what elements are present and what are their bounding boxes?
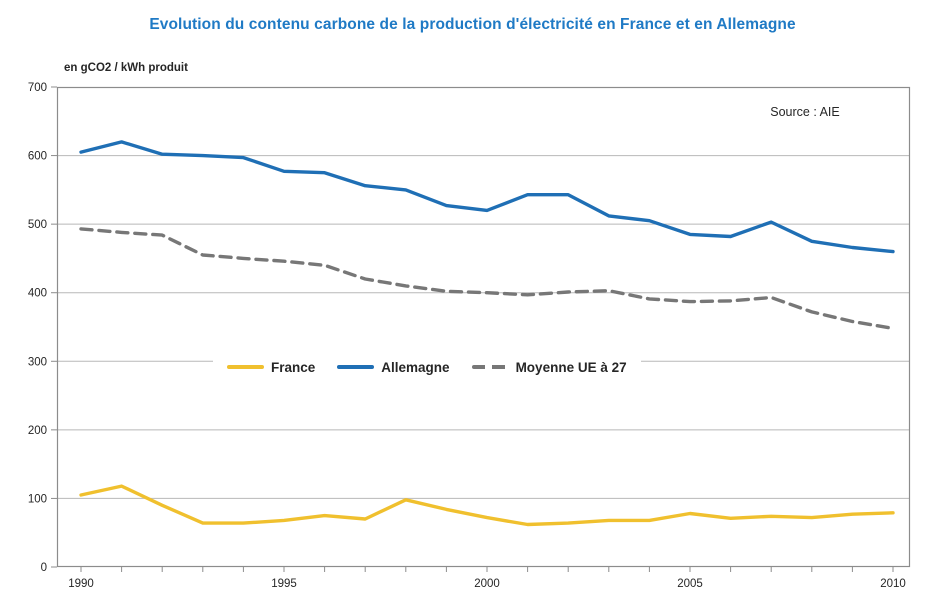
x-tick-label-2010: 2010 xyxy=(880,578,906,590)
source-label: Source : AIE xyxy=(770,105,840,119)
y-tick-label-500: 500 xyxy=(28,219,47,231)
legend-swatch-allemagne xyxy=(337,365,375,369)
x-tick-label-2000: 2000 xyxy=(474,578,500,590)
y-tick-label-600: 600 xyxy=(28,151,47,163)
series-line-france xyxy=(79,484,895,527)
series-line-allemagne xyxy=(79,140,895,254)
plot-border xyxy=(56,86,911,568)
x-tick-label-2005: 2005 xyxy=(677,578,703,590)
legend-item-allemagne: Allemagne xyxy=(337,359,450,375)
chart-title: Evolution du contenu carbone de la produ… xyxy=(149,16,796,33)
legend-label-allemagne: Allemagne xyxy=(381,359,450,375)
legend-item-france: France xyxy=(227,360,315,375)
legend-label-france: France xyxy=(271,359,316,375)
y-tick-label-700: 700 xyxy=(28,82,47,94)
y-tick-label-300: 300 xyxy=(28,356,47,368)
series-line-moyenne-ue-27 xyxy=(79,227,895,331)
legend-label-moyenne-ue-27: Moyenne UE à 27 xyxy=(515,359,627,375)
x-tick-label-1995: 1995 xyxy=(271,578,297,590)
x-tick-label-1990: 1990 xyxy=(68,578,94,590)
legend-swatch-moyenne-ue-27 xyxy=(471,364,509,370)
legend-swatch-france xyxy=(227,365,264,369)
y-tick-label-400: 400 xyxy=(28,288,47,300)
legend: France Allemagne Moyenne UE à 27 xyxy=(213,351,641,383)
y-axis-unit-label: en gCO2 / kWh produit xyxy=(64,62,188,74)
y-tick-label-200: 200 xyxy=(28,425,47,437)
y-tick-label-100: 100 xyxy=(28,493,47,505)
y-tick-label-0: 0 xyxy=(41,562,47,574)
legend-item-moyenne-ue-27: Moyenne UE à 27 xyxy=(471,359,627,375)
